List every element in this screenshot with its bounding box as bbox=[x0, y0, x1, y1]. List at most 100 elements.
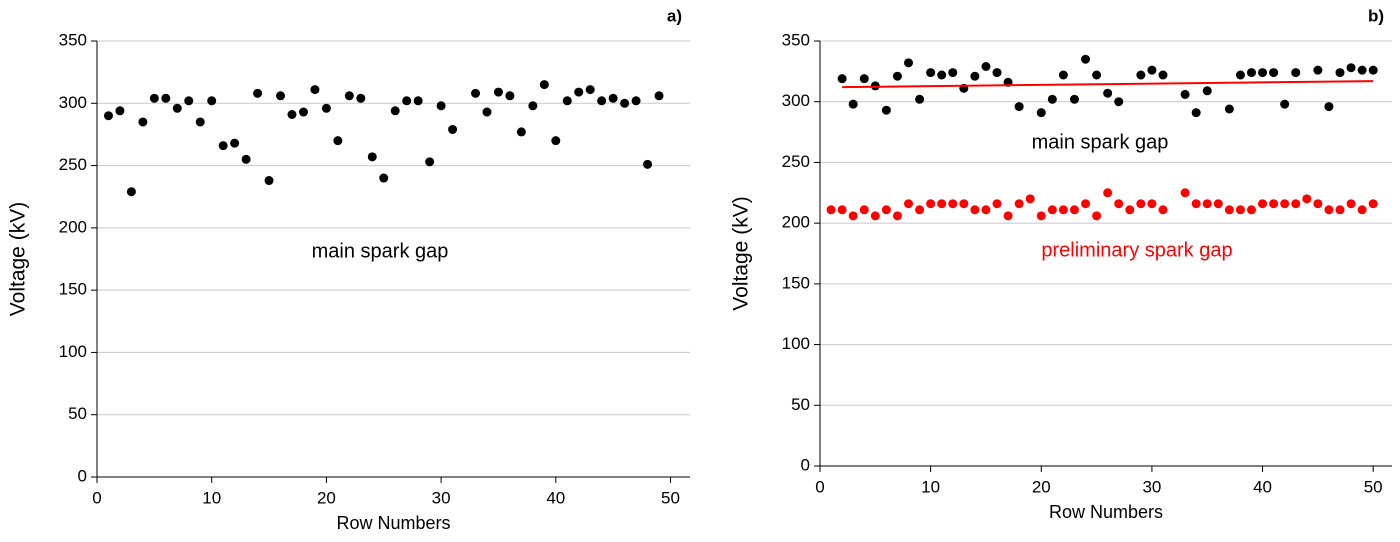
data-point bbox=[207, 96, 217, 106]
data-point bbox=[859, 205, 869, 215]
data-point bbox=[992, 199, 1002, 209]
x-axis-title: Row Numbers bbox=[336, 513, 450, 533]
data-point bbox=[1357, 205, 1367, 215]
data-point bbox=[1235, 70, 1245, 80]
data-point bbox=[1114, 199, 1124, 209]
data-point bbox=[367, 152, 377, 162]
x-tick-label: 50 bbox=[1364, 477, 1383, 496]
data-point bbox=[1213, 199, 1223, 209]
data-point bbox=[970, 205, 980, 215]
data-point bbox=[1036, 211, 1046, 221]
data-point bbox=[539, 80, 549, 90]
data-point bbox=[505, 91, 515, 101]
data-point bbox=[1136, 70, 1146, 80]
x-tick-label: 0 bbox=[815, 477, 824, 496]
y-axis-title: Voltage (kV) bbox=[7, 202, 30, 316]
data-point bbox=[1180, 188, 1190, 198]
y-tick-label: 350 bbox=[59, 30, 87, 49]
data-point bbox=[937, 199, 947, 209]
y-tick-label: 250 bbox=[782, 152, 810, 171]
data-point bbox=[881, 105, 891, 115]
data-point bbox=[1346, 63, 1356, 73]
data-point bbox=[516, 127, 526, 137]
data-point bbox=[1202, 86, 1212, 96]
data-point bbox=[126, 187, 136, 197]
data-point bbox=[1092, 211, 1102, 221]
data-point bbox=[585, 85, 595, 95]
data-point bbox=[310, 85, 320, 95]
data-point bbox=[904, 58, 914, 68]
data-point bbox=[1346, 199, 1356, 209]
data-point bbox=[959, 199, 969, 209]
data-point bbox=[948, 199, 958, 209]
panel-label: b) bbox=[1368, 6, 1384, 25]
x-tick-label: 40 bbox=[1253, 477, 1272, 496]
trend-line bbox=[842, 80, 1374, 89]
data-point bbox=[1202, 199, 1212, 209]
data-point bbox=[1357, 65, 1367, 75]
x-tick-label: 10 bbox=[921, 477, 940, 496]
y-tick-label: 150 bbox=[782, 273, 810, 292]
data-point bbox=[1158, 205, 1168, 215]
data-point bbox=[344, 91, 354, 101]
y-tick-label: 300 bbox=[782, 91, 810, 110]
data-point bbox=[1114, 97, 1124, 107]
data-point bbox=[1047, 205, 1057, 215]
data-point bbox=[1180, 89, 1190, 99]
data-point bbox=[1280, 199, 1290, 209]
data-point bbox=[1069, 94, 1079, 104]
y-axis-title: Voltage (kV) bbox=[730, 196, 753, 310]
data-point bbox=[253, 88, 263, 98]
data-point bbox=[837, 205, 847, 215]
y-tick-label: 0 bbox=[801, 455, 810, 474]
data-point bbox=[915, 205, 925, 215]
data-point bbox=[904, 199, 914, 209]
data-point bbox=[1291, 68, 1301, 78]
data-point bbox=[1235, 205, 1245, 215]
data-point bbox=[937, 70, 947, 80]
y-tick-label: 100 bbox=[782, 334, 810, 353]
data-point bbox=[493, 87, 503, 97]
data-point bbox=[915, 94, 925, 104]
data-point bbox=[620, 98, 630, 108]
y-tick-label: 250 bbox=[59, 155, 87, 174]
data-point bbox=[859, 74, 869, 84]
x-tick-label: 40 bbox=[546, 488, 565, 507]
data-point bbox=[436, 101, 446, 111]
data-point bbox=[1291, 199, 1301, 209]
data-point bbox=[848, 211, 858, 221]
data-point bbox=[1125, 205, 1135, 215]
panel-label: a) bbox=[667, 6, 682, 25]
x-tick-label: 0 bbox=[92, 488, 101, 507]
data-point bbox=[926, 68, 936, 78]
data-point bbox=[528, 101, 538, 111]
data-point bbox=[574, 87, 584, 97]
y-tick-label: 0 bbox=[78, 466, 87, 485]
data-point bbox=[448, 124, 458, 134]
y-tick-label: 300 bbox=[59, 93, 87, 112]
data-point bbox=[948, 68, 958, 78]
data-point bbox=[413, 96, 423, 106]
x-tick-label: 10 bbox=[202, 488, 221, 507]
data-point bbox=[1003, 211, 1013, 221]
x-axis-title: Row Numbers bbox=[1049, 502, 1163, 522]
data-point bbox=[654, 91, 664, 101]
data-point bbox=[390, 106, 400, 116]
data-point bbox=[1103, 188, 1113, 198]
data-point bbox=[471, 88, 481, 98]
y-tick-label: 100 bbox=[59, 342, 87, 361]
data-point bbox=[1092, 70, 1102, 80]
y-tick-label: 50 bbox=[68, 404, 87, 423]
data-point bbox=[981, 62, 991, 71]
data-point bbox=[1269, 68, 1279, 78]
data-point bbox=[892, 71, 902, 81]
x-tick-label: 50 bbox=[661, 488, 680, 507]
data-point bbox=[195, 117, 205, 127]
data-point bbox=[138, 117, 148, 127]
data-point bbox=[276, 91, 286, 101]
data-point bbox=[848, 99, 858, 109]
y-tick-label: 50 bbox=[791, 395, 810, 414]
data-point bbox=[425, 157, 435, 167]
data-point bbox=[402, 96, 412, 106]
series-annotation: main spark gap bbox=[312, 240, 449, 262]
